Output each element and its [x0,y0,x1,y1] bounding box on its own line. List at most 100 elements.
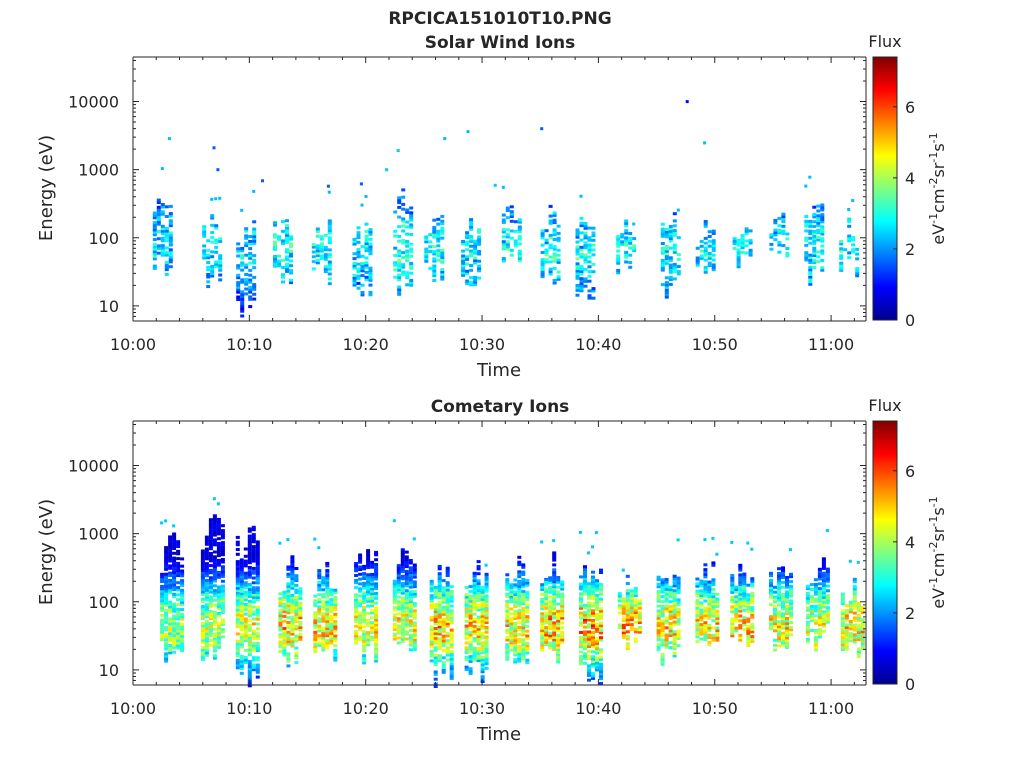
heatmap-cell [517,637,522,641]
heatmap-cell [404,572,409,576]
heatmap-cell [552,599,557,603]
heatmap-cell [449,594,454,598]
heatmap-cell [480,622,485,626]
heatmap-cell [517,254,522,258]
heatmap-cell [172,563,177,567]
heatmap-cell [676,608,681,611]
heatmap-cell [404,591,409,595]
heatmap-cell [354,610,359,614]
heatmap-cell [366,573,371,577]
heatmap-cell [730,598,735,602]
heatmap-cell [405,232,410,236]
heatmap-cell [437,577,442,580]
heatmap-cell [315,254,320,258]
heatmap-cell [840,631,845,635]
heatmap-cell [540,592,545,596]
heatmap-cell [738,600,743,603]
heatmap-cell [525,649,530,652]
heatmap-cell [738,633,743,637]
heatmap-cell [176,574,181,577]
heatmap-cell [548,643,553,647]
heatmap-cell [152,257,157,261]
heatmap-cell [172,575,177,579]
heatmap-cell [595,644,599,648]
heatmap-cell [164,584,169,588]
heatmap-cell [200,633,205,637]
heatmap-cell [552,616,557,620]
heatmap-cell [317,634,322,638]
heatmap-cell [366,597,371,601]
heatmap-cell [360,254,365,258]
heatmap-cell [321,641,326,645]
heatmap-cell [428,250,433,254]
heatmap-cell [579,597,583,601]
heatmap-cell [633,613,638,617]
heatmap-cell [808,222,813,226]
heatmap-cell [676,538,680,542]
heatmap-cell [240,292,245,296]
heatmap-cell [509,215,514,218]
heatmap-cell [235,548,240,551]
heatmap-cell [660,283,665,287]
heatmap-cell [825,596,830,600]
heatmap-cell [393,234,398,238]
heatmap-cell [160,227,165,231]
heatmap-cell [540,272,545,276]
heatmap-cell [313,618,318,622]
heatmap-cell [738,580,743,584]
heatmap-cell [560,631,565,635]
heatmap-cell [656,599,661,603]
heatmap-cell [513,229,518,233]
heatmap-cell [805,601,810,605]
heatmap-cell [285,238,289,242]
heatmap-cell [825,574,830,578]
heatmap-cell [672,603,677,607]
heatmap-cell [247,638,252,642]
heatmap-cell [505,643,510,647]
heatmap-cell [544,611,549,615]
heatmap-cell [513,634,518,637]
heatmap-cell [327,255,332,259]
heatmap-cell [517,628,522,632]
heatmap-cell [583,640,587,644]
heatmap-cell [464,658,469,662]
heatmap-cell [362,625,367,629]
heatmap-cell [468,635,473,639]
heatmap-cell [289,252,293,256]
heatmap-cell [773,238,778,242]
heatmap-cell [278,635,283,639]
heatmap-cell [789,580,793,584]
heatmap-cell [742,577,747,581]
heatmap-cell [321,593,326,597]
heatmap-cell [695,258,700,262]
heatmap-cell [285,224,289,227]
heatmap-cell [461,249,466,253]
heatmap-cell [206,265,211,269]
heatmap-cell [286,635,291,639]
heatmap-cell [525,624,530,628]
heatmap-cell [695,589,700,593]
heatmap-cell [356,274,361,278]
heatmap-cell [817,599,822,603]
heatmap-cell [370,630,375,634]
heatmap-cell [513,602,518,606]
heatmap-cell [509,634,514,637]
heatmap-cell [374,577,379,581]
heatmap-cell [707,256,712,260]
heatmap-cell [742,596,747,600]
heatmap-cell [730,578,735,582]
heatmap-cell [656,645,661,649]
heatmap-cell [856,638,861,642]
heatmap-cell [777,584,781,588]
heatmap-cell [251,588,256,592]
heatmap-cell [465,233,470,237]
heatmap-cell [180,600,185,604]
figure-filename-title: RPCICA151010T10.PNG [388,9,611,29]
heatmap-cell [315,234,320,238]
heatmap-cell [472,639,477,643]
heatmap-cell [711,265,716,269]
heatmap-cell [556,277,561,281]
heatmap-cell [521,623,526,627]
heatmap-cell [465,243,470,247]
heatmap-cell [633,611,638,614]
